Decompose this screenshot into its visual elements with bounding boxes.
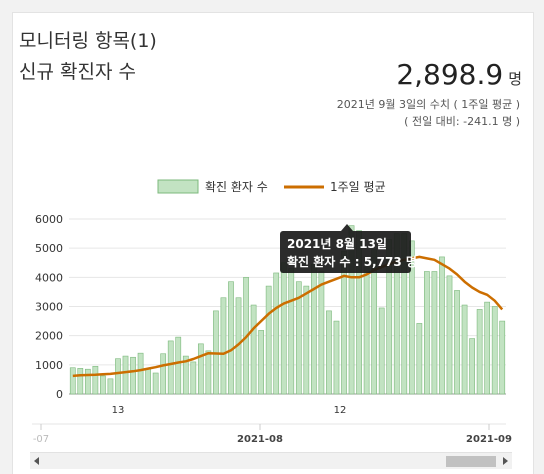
- current-value: 2,898.9 명: [396, 58, 522, 91]
- monitoring-card: [12, 12, 534, 474]
- scroll-left-icon[interactable]: [34, 457, 39, 465]
- card-title: 모니터링 항목(1): [19, 30, 157, 52]
- current-value-unit: 명: [508, 70, 522, 88]
- scroll-right-icon[interactable]: [503, 457, 508, 465]
- value-change-note: ( 전일 대비: -241.1 명 ): [404, 115, 520, 128]
- card-subtitle: 신규 확진자 수: [19, 61, 136, 83]
- chart-scrollbar[interactable]: [30, 452, 512, 469]
- scroll-thumb[interactable]: [446, 456, 496, 467]
- current-value-number: 2,898.9: [396, 58, 504, 91]
- value-date-note: 2021년 9월 3일의 수치 ( 1주일 평균 ): [336, 98, 520, 111]
